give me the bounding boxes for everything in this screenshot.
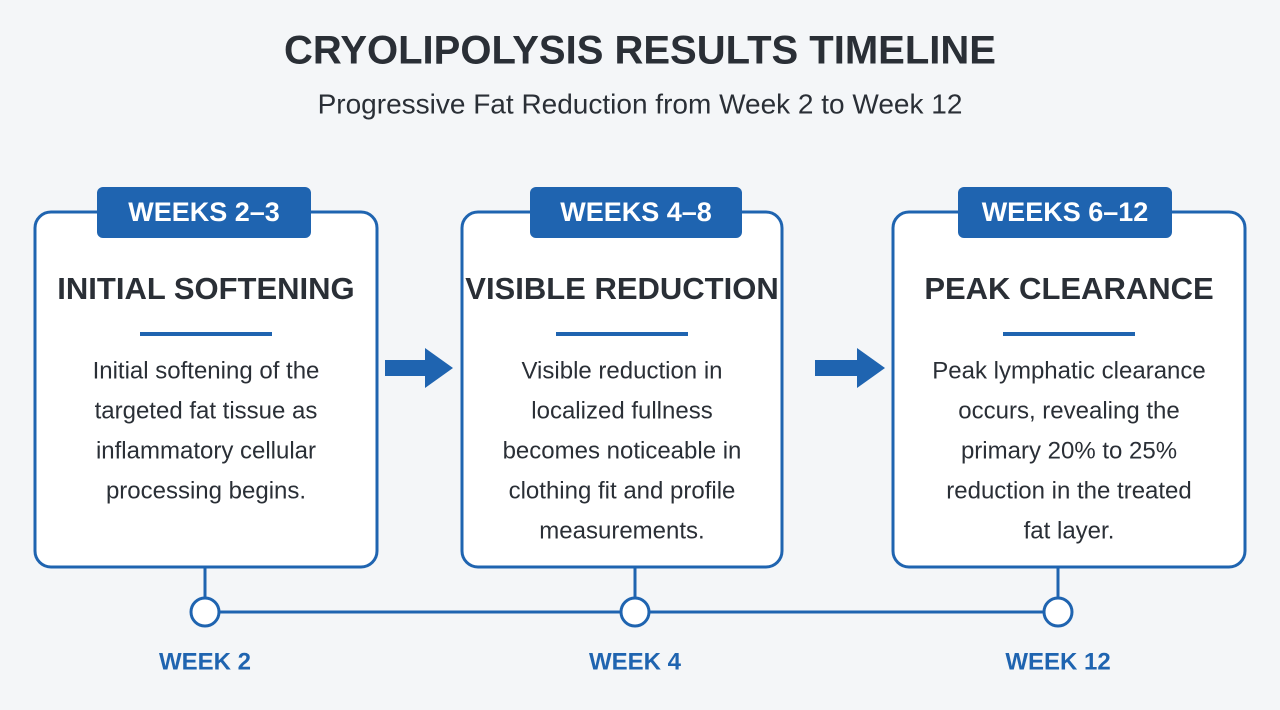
card-body-line: inflammatory cellular — [96, 437, 316, 464]
card-body-line: fat layer. — [1024, 517, 1115, 544]
timeline-label: WEEK 2 — [159, 648, 251, 675]
title: CRYOLIPOLYSIS RESULTS TIMELINE — [284, 29, 996, 73]
badge — [530, 187, 742, 238]
card — [460, 210, 784, 569]
card-body-line: occurs, revealing the — [958, 397, 1179, 424]
card-body-line: becomes noticeable in — [503, 437, 742, 464]
card-body-line: primary 20% to 25% — [961, 437, 1177, 464]
card-body-line: Visible reduction in — [521, 357, 722, 384]
timeline-label: WEEK 4 — [589, 648, 682, 675]
card-body-line: reduction in the treated — [946, 477, 1192, 504]
badge — [97, 187, 311, 238]
card-body-line: clothing fit and profile — [509, 477, 736, 504]
card-title: INITIAL SOFTENING — [57, 271, 354, 306]
card-body-line: Peak lymphatic clearance — [932, 357, 1205, 384]
card — [33, 210, 379, 569]
card-body-line: measurements. — [539, 517, 704, 544]
badge-label: WEEKS 4–8 — [560, 197, 712, 227]
badge-label: WEEKS 2–3 — [128, 197, 280, 227]
card-title: VISIBLE REDUCTION — [465, 271, 778, 306]
card — [891, 210, 1247, 569]
timeline-label: WEEK 12 — [1005, 648, 1110, 675]
card-title: PEAK CLEARANCE — [924, 271, 1213, 306]
card-body-line: targeted fat tissue as — [95, 397, 318, 424]
card-body-line: localized fullness — [531, 397, 712, 424]
card-body-line: processing begins. — [106, 477, 306, 504]
timeline-dot — [619, 596, 651, 628]
badge-label: WEEKS 6–12 — [982, 197, 1149, 227]
subtitle: Progressive Fat Reduction from Week 2 to… — [318, 88, 963, 119]
timeline-dot — [189, 596, 221, 628]
arrow — [385, 348, 885, 388]
timeline-dot — [1042, 596, 1074, 628]
card-body-line: Initial softening of the — [93, 357, 320, 384]
badge — [958, 187, 1172, 238]
